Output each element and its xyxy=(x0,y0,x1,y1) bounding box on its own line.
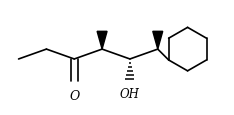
Polygon shape xyxy=(97,32,107,50)
Polygon shape xyxy=(153,32,163,50)
Text: O: O xyxy=(69,89,79,102)
Text: OH: OH xyxy=(120,87,140,100)
